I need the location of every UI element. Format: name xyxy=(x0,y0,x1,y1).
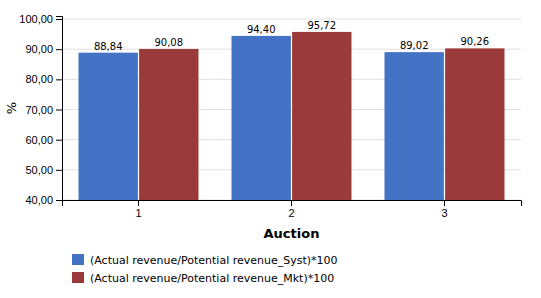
grid-line xyxy=(62,19,521,20)
legend-item: (Actual revenue/Potential revenue_Syst)*… xyxy=(72,254,338,267)
x-tick-mark xyxy=(291,200,292,206)
y-tick-mark xyxy=(56,19,62,20)
y-tick-label: 90,00 xyxy=(25,43,53,55)
y-tick-mark xyxy=(56,79,62,80)
data-label: 89,02 xyxy=(400,40,429,51)
x-axis-line xyxy=(63,201,522,207)
y-tick: 50,00 xyxy=(25,164,62,176)
legend-label: (Actual revenue/Potential revenue_Syst)*… xyxy=(90,254,338,267)
bar xyxy=(445,48,504,200)
y-tick-label: 50,00 xyxy=(25,164,53,176)
x-tick-label: 1 xyxy=(135,207,141,219)
y-tick: 40,00 xyxy=(25,194,62,206)
legend-item: (Actual revenue/Potential revenue_Mkt)*1… xyxy=(72,272,334,285)
y-tick: 100,00 xyxy=(19,13,62,25)
bar xyxy=(232,36,291,200)
y-tick-mark xyxy=(56,110,62,111)
y-tick-mark xyxy=(56,49,62,50)
y-tick-label: 40,00 xyxy=(25,194,53,206)
x-tick-mark xyxy=(138,200,139,206)
y-tick-mark xyxy=(56,140,62,141)
data-label: 90,08 xyxy=(154,37,183,48)
y-tick: 90,00 xyxy=(25,43,62,55)
legend-swatch xyxy=(72,254,84,265)
x-tick: 1 xyxy=(135,200,141,219)
bar xyxy=(79,53,138,200)
y-tick: 80,00 xyxy=(25,73,62,85)
y-axis-title: % xyxy=(4,102,19,114)
data-label: 95,72 xyxy=(307,20,336,31)
data-label: 94,40 xyxy=(247,24,276,35)
x-tick: 3 xyxy=(441,200,447,219)
data-label: 88,84 xyxy=(94,41,123,52)
bar xyxy=(292,32,351,200)
y-tick-mark xyxy=(56,170,62,171)
data-labels: 88,84 94,40 89,02 90,08 95,72 90,26 xyxy=(94,20,489,52)
y-axis: 40,00 50,00 60,00 70,00 80,00 90,00 100,00 xyxy=(19,13,62,206)
bars xyxy=(79,32,505,200)
y-tick-label: 100,00 xyxy=(19,13,53,25)
bar xyxy=(385,52,444,200)
y-tick-label: 70,00 xyxy=(25,104,53,116)
x-tick-label: 2 xyxy=(288,207,294,219)
y-tick-label: 80,00 xyxy=(25,73,53,85)
x-axis: 1 2 3 xyxy=(63,200,522,219)
bar xyxy=(139,49,198,200)
y-tick: 70,00 xyxy=(25,104,62,116)
plot: 88,84 94,40 89,02 90,08 95,72 90,26 1 2 3 40,00 50… xyxy=(19,13,521,298)
x-tick: 2 xyxy=(288,200,294,219)
y-axis-line xyxy=(56,17,63,201)
x-axis-title: Auction xyxy=(264,226,320,241)
chart: 88,84 94,40 89,02 90,08 95,72 90,26 1 2 3 40,00 50… xyxy=(0,0,541,298)
data-label: 90,26 xyxy=(460,36,489,47)
y-tick-mark xyxy=(56,200,62,201)
legend-swatch xyxy=(72,272,84,283)
legend: (Actual revenue/Potential revenue_Syst)*… xyxy=(72,254,338,285)
y-tick-label: 60,00 xyxy=(25,134,53,146)
y-tick: 60,00 xyxy=(25,134,62,146)
legend-label: (Actual revenue/Potential revenue_Mkt)*1… xyxy=(90,272,334,285)
x-tick-label: 3 xyxy=(441,207,447,219)
x-tick-mark xyxy=(444,200,445,206)
